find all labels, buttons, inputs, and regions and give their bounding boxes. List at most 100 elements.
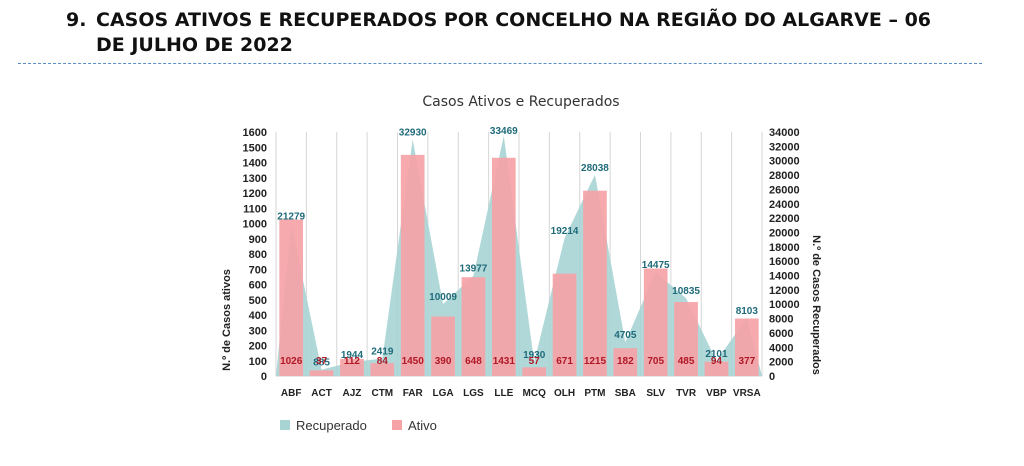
ativo-bar-lgs [461, 277, 486, 376]
category-label-sba: SBA [615, 388, 636, 399]
ativo-bar-ajz [340, 358, 364, 376]
recuperado-label-sba: 4705 [614, 330, 637, 341]
recuperado-area [276, 135, 762, 376]
ativo-bar-abf [279, 219, 304, 376]
left-tick-label: 200 [249, 341, 267, 353]
ativo-bar-lle [491, 157, 516, 376]
ativo-label-sba: 182 [617, 356, 634, 367]
category-label-lgs: LGS [463, 388, 484, 399]
ativo-label-ctm: 84 [377, 356, 389, 367]
section-number: 9. [66, 9, 87, 31]
right-tick-label: 22000 [769, 213, 800, 225]
right-tick-label: 28000 [769, 170, 800, 182]
recuperado-area-layer [276, 135, 762, 376]
left-axis-ticks: 0 100 200 300 400 500 600 700 800 900 1000 1100 1200… [243, 127, 267, 383]
recuperado-label-ctm: 2419 [371, 347, 394, 358]
right-tick-label: 32000 [769, 141, 800, 153]
recuperado-label-ptm: 28038 [581, 163, 609, 174]
ativo-label-olh: 671 [556, 356, 573, 367]
recuperado-label-lgs: 13977 [460, 264, 488, 275]
chart-legend: Recuperado Ativo [280, 418, 437, 433]
ativo-label-abf: 1026 [280, 356, 303, 367]
legend-swatch-recuperado [280, 420, 290, 430]
category-label-ptm: PTM [584, 388, 605, 399]
ativo-bar-act [309, 370, 334, 376]
ativo-label-lgs: 648 [465, 356, 482, 367]
left-tick-label: 1100 [243, 203, 267, 215]
ativo-label-tvr: 485 [678, 356, 695, 367]
right-axis-label: N.º de Casos Recuperados [810, 235, 822, 375]
category-label-mcq: MCQ [523, 388, 547, 399]
right-tick-label: 20000 [769, 227, 800, 239]
heading-line-2: DE JULHO DE 2022 [96, 34, 293, 56]
recuperado-data-labels: 21279 885 1944 2419 32930 10009 13977 33469 1930… [277, 126, 758, 369]
left-tick-label: 900 [249, 234, 267, 246]
category-label-lga: LGA [433, 388, 454, 399]
right-tick-label: 18000 [769, 242, 800, 254]
left-tick-label: 300 [249, 325, 267, 337]
right-tick-label: 2000 [769, 357, 793, 369]
ativo-label-ajz: 112 [344, 356, 361, 367]
recuperado-label-lle: 33469 [490, 126, 518, 137]
left-tick-label: 500 [249, 295, 267, 307]
category-label-slv: SLV [646, 388, 665, 399]
ativo-bar-far [400, 154, 425, 376]
left-tick-label: 1600 [243, 127, 267, 139]
legend-label-recuperado: Recuperado [296, 418, 367, 433]
recuperado-label-mcq: 1930 [523, 350, 546, 361]
right-tick-label: 12000 [769, 285, 800, 297]
legend-label-ativo: Ativo [408, 418, 437, 433]
ativo-label-far: 1450 [402, 356, 425, 367]
left-axis-label: N.º de Casos ativos [221, 269, 233, 371]
category-label-tvr: TVR [676, 388, 697, 399]
ativo-bar-ptm [583, 190, 607, 376]
left-tick-label: 400 [249, 310, 267, 322]
ativo-bar-mcq [522, 367, 547, 376]
recuperado-label-olh: 19214 [551, 226, 579, 237]
category-label-olh: OLH [554, 388, 575, 399]
ativo-bar-slv [643, 268, 668, 376]
left-tick-label: 1300 [243, 173, 267, 185]
chart-title: Casos Ativos e Recuperados [422, 94, 619, 110]
left-tick-label: 800 [249, 249, 267, 261]
right-tick-label: 4000 [769, 342, 793, 354]
category-label-ctm: CTM [371, 388, 393, 399]
left-tick-label: 1500 [243, 142, 267, 154]
ativo-label-act: 37 [316, 356, 328, 367]
recuperado-label-far: 32930 [399, 128, 427, 139]
report-heading: 9. CASOS ATIVOS E RECUPERADOS POR CONCELH… [66, 8, 966, 58]
ativo-label-slv: 705 [647, 356, 664, 367]
ativo-label-lle: 1431 [493, 356, 516, 367]
ativo-bar-sba [613, 348, 638, 376]
recuperado-label-lga: 10009 [429, 292, 457, 303]
left-tick-label: 700 [249, 264, 267, 276]
recuperado-label-ajz: 1944 [341, 350, 364, 361]
right-tick-label: 26000 [769, 184, 800, 196]
category-label-lle: LLE [494, 388, 513, 399]
right-tick-label: 34000 [769, 127, 800, 139]
recuperado-label-vbp: 2101 [705, 349, 728, 360]
ativo-bar-vbp [704, 361, 729, 376]
right-tick-label: 30000 [769, 156, 800, 168]
recuperado-label-abf: 21279 [277, 211, 305, 222]
ativo-bar-vrsa [734, 318, 759, 376]
category-label-vrsa: VRSA [733, 388, 761, 399]
category-axis-labels: ABF ACT AJZ CTM FAR LGA LGS LLE MCQ OLH PTM SBA SLV T… [281, 388, 761, 399]
ativo-bar-lga [431, 316, 455, 376]
ativo-bar-ctm [370, 363, 395, 376]
ativo-label-vbp: 94 [711, 356, 723, 367]
category-label-ajz: AJZ [342, 388, 361, 399]
ativo-data-labels: 1026 37 112 84 1450 390 648 1431 57 671 1215 182 705… [280, 356, 756, 367]
left-tick-label: 1400 [243, 158, 267, 170]
right-tick-label: 6000 [769, 328, 793, 340]
heading-divider [18, 63, 982, 64]
left-tick-label: 100 [249, 356, 267, 368]
ativo-label-mcq: 57 [529, 356, 541, 367]
category-label-vbp: VBP [706, 388, 727, 399]
right-tick-label: 8000 [769, 314, 793, 326]
left-tick-label: 600 [249, 280, 267, 292]
recuperado-label-tvr: 10835 [672, 286, 700, 297]
ativo-label-ptm: 1215 [584, 356, 607, 367]
right-tick-label: 16000 [769, 256, 800, 268]
